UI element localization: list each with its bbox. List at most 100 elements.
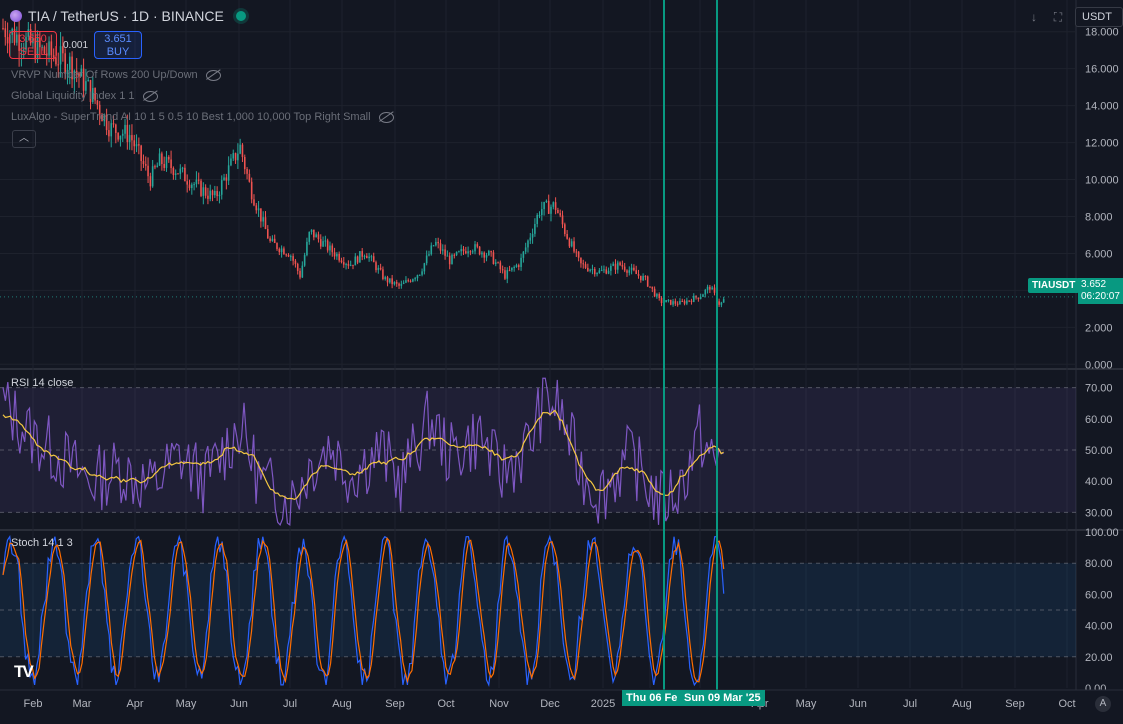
candle-body bbox=[545, 200, 548, 203]
candle-body bbox=[672, 301, 674, 305]
stoch-pane-title[interactable]: Stoch 14 1 3 bbox=[11, 537, 73, 549]
candle-body bbox=[223, 177, 225, 181]
candle-body bbox=[497, 262, 499, 264]
candle-body bbox=[202, 187, 205, 196]
candle-body bbox=[186, 181, 189, 185]
candle-body bbox=[529, 237, 532, 241]
candle-body bbox=[372, 256, 375, 263]
candle-body bbox=[276, 243, 278, 249]
candle-body bbox=[626, 270, 628, 273]
eye-hidden-icon[interactable] bbox=[205, 69, 221, 81]
candle-body bbox=[644, 276, 647, 278]
candle-body bbox=[287, 254, 290, 257]
symbol-header[interactable]: TIA / TetherUS · 1D · BINANCE bbox=[10, 8, 246, 24]
rsi-line bbox=[2, 377, 724, 526]
candle-body bbox=[36, 37, 39, 60]
time-axis-tick: Jun bbox=[849, 698, 867, 710]
candle-body bbox=[476, 244, 479, 247]
price-axis-tick: 6.000 bbox=[1085, 248, 1113, 260]
time-axis-tick: Nov bbox=[489, 698, 509, 710]
candle-body bbox=[165, 156, 168, 168]
candle-body bbox=[16, 34, 18, 43]
candle-body bbox=[619, 262, 621, 265]
candle-body bbox=[13, 28, 16, 43]
auto-scale-button[interactable]: A bbox=[1095, 696, 1111, 712]
time-axis-tick: Jul bbox=[283, 698, 297, 710]
candle-body bbox=[4, 28, 7, 38]
candle-body bbox=[322, 241, 324, 247]
candle-body bbox=[612, 263, 614, 266]
candle-body bbox=[301, 265, 304, 278]
candle-body bbox=[559, 213, 562, 216]
candle-body bbox=[128, 135, 131, 143]
time-axis-tick: Jun bbox=[230, 698, 248, 710]
fullscreen-icon[interactable]: ⛶ bbox=[1053, 9, 1063, 24]
candle-body bbox=[68, 56, 71, 70]
candle-body bbox=[628, 270, 631, 273]
candle-body bbox=[653, 288, 656, 297]
candle-body bbox=[75, 70, 78, 74]
candle-body bbox=[64, 53, 66, 75]
candle-body bbox=[540, 209, 543, 215]
candle-body bbox=[688, 300, 690, 302]
candle-body bbox=[195, 179, 198, 185]
candle-body bbox=[151, 166, 154, 187]
candle-body bbox=[237, 153, 239, 161]
tradingview-logo-icon[interactable]: TV bbox=[14, 662, 34, 681]
candle-body bbox=[73, 70, 76, 80]
candle-body bbox=[331, 245, 334, 253]
sell-button[interactable]: 3.650 SELL bbox=[9, 31, 57, 59]
currency-selector[interactable]: USDT bbox=[1075, 7, 1123, 27]
candle-body bbox=[207, 195, 209, 199]
candle-body bbox=[435, 241, 437, 246]
candle-body bbox=[513, 267, 515, 269]
rsi-pane-title[interactable]: RSI 14 close bbox=[11, 377, 74, 389]
arrow-down-icon[interactable]: ↓ bbox=[1031, 10, 1037, 24]
rsi-axis-tick: 30.00 bbox=[1085, 507, 1113, 519]
candle-body bbox=[547, 200, 550, 214]
candle-body bbox=[437, 241, 439, 244]
candle-body bbox=[204, 187, 207, 196]
candle-body bbox=[39, 37, 41, 48]
buy-button[interactable]: 3.651 BUY bbox=[94, 31, 143, 59]
time-axis-tick: Aug bbox=[332, 698, 352, 710]
candle-body bbox=[170, 159, 172, 168]
eye-hidden-icon[interactable] bbox=[378, 111, 394, 123]
indicator-vrvp[interactable]: VRVP Number Of Rows 200 Up/Down bbox=[11, 69, 221, 81]
rsi-axis-tick: 40.00 bbox=[1085, 476, 1113, 488]
candle-body bbox=[391, 278, 393, 285]
candle-body bbox=[522, 251, 525, 258]
candle-body bbox=[709, 286, 711, 290]
indicator-global-liquidity[interactable]: Global Liquidity Index 1 1 bbox=[11, 90, 158, 102]
candle-body bbox=[596, 272, 598, 275]
collapse-indicators-button[interactable]: ︿ bbox=[12, 130, 36, 148]
candle-body bbox=[660, 297, 663, 304]
eye-hidden-icon[interactable] bbox=[142, 90, 158, 102]
stoch-axis-tick: 20.00 bbox=[1085, 652, 1113, 664]
candle-body bbox=[138, 144, 140, 146]
candle-body bbox=[20, 50, 23, 52]
candle-body bbox=[568, 238, 571, 247]
candle-body bbox=[646, 276, 649, 287]
candle-body bbox=[363, 255, 366, 257]
candle-body bbox=[421, 271, 423, 275]
candle-body bbox=[361, 251, 363, 257]
candle-body bbox=[319, 239, 322, 247]
candle-body bbox=[191, 184, 193, 189]
indicator-supertrend[interactable]: LuxAlgo - SuperTrend AI 10 1 5 0.5 10 Be… bbox=[11, 111, 394, 123]
candle-body bbox=[292, 256, 294, 261]
candle-body bbox=[679, 301, 681, 305]
candle-body bbox=[393, 282, 396, 285]
symbol-title[interactable]: TIA / TetherUS · 1D · BINANCE bbox=[28, 8, 224, 24]
candle-body bbox=[534, 224, 536, 234]
candle-body bbox=[428, 254, 430, 256]
candle-body bbox=[402, 282, 405, 284]
candle-body bbox=[126, 124, 129, 143]
candle-body bbox=[690, 300, 693, 302]
candle-body bbox=[98, 104, 101, 115]
candle-body bbox=[142, 161, 145, 165]
price-axis-tick: 18.000 bbox=[1085, 27, 1119, 39]
rsi-axis-tick: 70.00 bbox=[1085, 383, 1113, 395]
candle-body bbox=[216, 190, 218, 197]
